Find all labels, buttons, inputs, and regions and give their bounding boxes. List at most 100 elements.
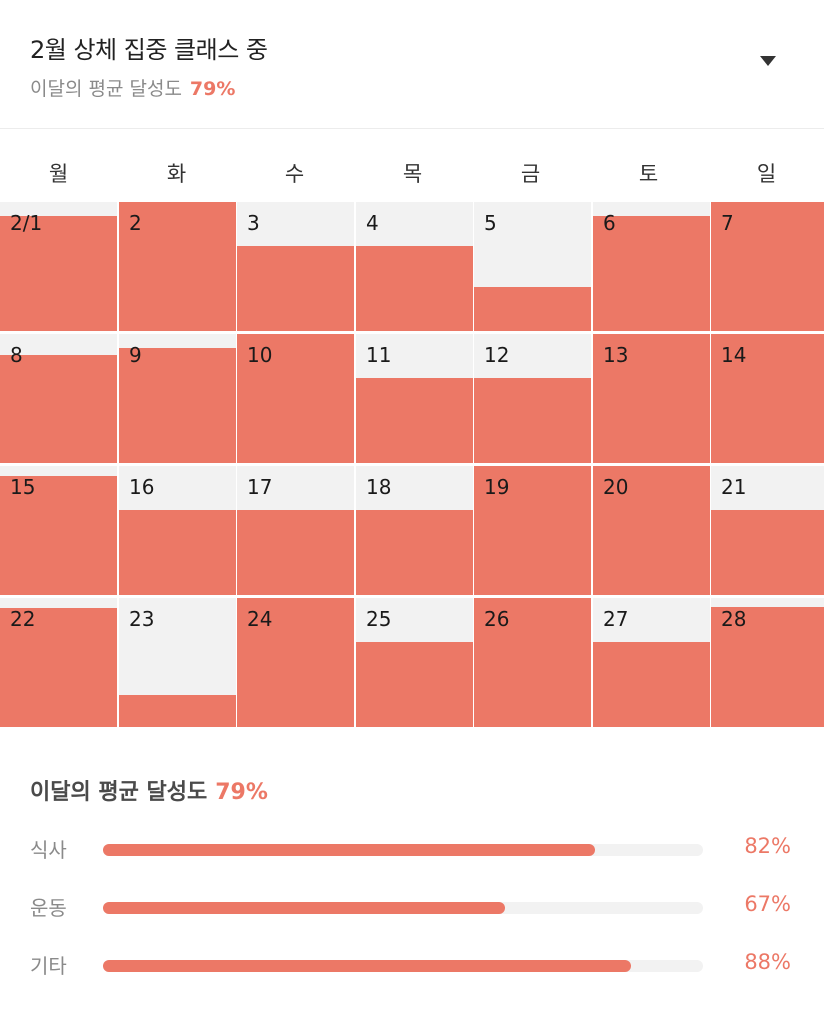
day-achievement-fill bbox=[593, 466, 710, 595]
calendar-day-cell[interactable]: 27 bbox=[593, 598, 710, 727]
calendar-day-cell[interactable]: 9 bbox=[119, 334, 236, 463]
weekday-wed: 수 bbox=[284, 162, 305, 186]
monthly-average-summary: 이달의 평균 달성도 79% bbox=[30, 74, 235, 101]
calendar-day-cell[interactable]: 7 bbox=[711, 202, 824, 331]
day-achievement-fill bbox=[237, 246, 354, 331]
day-achievement-fill bbox=[356, 246, 473, 331]
calendar-day-cell[interactable]: 2/1 bbox=[0, 202, 117, 331]
day-achievement-fill bbox=[593, 334, 710, 463]
progress-fill bbox=[103, 960, 631, 972]
progress-track bbox=[103, 960, 703, 972]
weekday-sun: 일 bbox=[756, 162, 777, 186]
calendar-day-number: 15 bbox=[10, 475, 36, 499]
calendar-day-cell[interactable]: 15 bbox=[0, 466, 117, 595]
day-achievement-fill bbox=[356, 378, 473, 463]
day-achievement-fill bbox=[474, 287, 591, 331]
weekday-mon: 월 bbox=[48, 162, 69, 186]
calendar-day-cell[interactable]: 8 bbox=[0, 334, 117, 463]
day-achievement-fill bbox=[593, 642, 710, 727]
day-achievement-fill bbox=[237, 510, 354, 595]
calendar-day-number: 7 bbox=[721, 211, 734, 235]
calendar-day-number: 27 bbox=[603, 607, 629, 631]
progress-label: 식사 bbox=[30, 838, 67, 862]
progress-label: 운동 bbox=[30, 896, 67, 920]
day-achievement-fill bbox=[593, 216, 710, 331]
progress-row-other: 기타 88% bbox=[0, 950, 824, 980]
progress-row-meal: 식사 82% bbox=[0, 834, 824, 864]
calendar-day-cell[interactable]: 28 bbox=[711, 598, 824, 727]
calendar-day-cell[interactable]: 5 bbox=[474, 202, 591, 331]
calendar-day-number: 14 bbox=[721, 343, 747, 367]
calendar-day-number: 13 bbox=[603, 343, 629, 367]
calendar-day-cell[interactable]: 26 bbox=[474, 598, 591, 727]
calendar-day-number: 24 bbox=[247, 607, 273, 631]
progress-fill bbox=[103, 902, 505, 914]
calendar-day-cell[interactable]: 12 bbox=[474, 334, 591, 463]
calendar-day-number: 23 bbox=[129, 607, 155, 631]
calendar-day-cell[interactable]: 3 bbox=[237, 202, 354, 331]
day-achievement-fill bbox=[711, 510, 824, 595]
day-achievement-fill bbox=[0, 608, 117, 727]
summary-title-label: 이달의 평균 달성도 bbox=[30, 780, 208, 805]
calendar-day-number: 10 bbox=[247, 343, 273, 367]
calendar-day-cell[interactable]: 18 bbox=[356, 466, 473, 595]
calendar-day-number: 2/1 bbox=[10, 211, 43, 235]
caret-down-icon[interactable] bbox=[752, 52, 784, 72]
day-achievement-fill bbox=[474, 466, 591, 595]
calendar-day-cell[interactable]: 2 bbox=[119, 202, 236, 331]
day-achievement-fill bbox=[119, 510, 236, 595]
calendar-grid: 2/1 2 3 4 5 6 7 8 9 10 11 12 13 14 15 16 17 18 19 20 21 22 23 2… bbox=[0, 202, 824, 728]
weekday-thu: 목 bbox=[402, 162, 423, 186]
calendar-day-number: 28 bbox=[721, 607, 747, 631]
day-achievement-fill bbox=[119, 348, 236, 463]
calendar-day-number: 22 bbox=[10, 607, 36, 631]
calendar-day-cell[interactable]: 22 bbox=[0, 598, 117, 727]
calendar-day-cell[interactable]: 20 bbox=[593, 466, 710, 595]
day-achievement-fill bbox=[0, 355, 117, 463]
progress-value: 82% bbox=[744, 834, 791, 858]
progress-track bbox=[103, 902, 703, 914]
weekday-fri: 금 bbox=[520, 162, 541, 186]
day-achievement-fill bbox=[711, 202, 824, 331]
calendar-day-cell[interactable]: 19 bbox=[474, 466, 591, 595]
calendar-day-number: 2 bbox=[129, 211, 142, 235]
day-achievement-fill bbox=[474, 598, 591, 727]
calendar-day-number: 20 bbox=[603, 475, 629, 499]
calendar-day-number: 9 bbox=[129, 343, 142, 367]
day-achievement-fill bbox=[711, 607, 824, 727]
calendar-day-number: 4 bbox=[366, 211, 379, 235]
progress-fill bbox=[103, 844, 595, 856]
calendar-day-cell[interactable]: 17 bbox=[237, 466, 354, 595]
calendar-day-cell[interactable]: 21 bbox=[711, 466, 824, 595]
calendar-day-cell[interactable]: 24 bbox=[237, 598, 354, 727]
calendar-day-cell[interactable]: 14 bbox=[711, 334, 824, 463]
day-achievement-fill bbox=[119, 695, 236, 727]
header: 2월 상체 집중 클래스 중 이달의 평균 달성도 79% bbox=[0, 0, 824, 129]
calendar-day-number: 18 bbox=[366, 475, 392, 499]
weekday-sat: 토 bbox=[638, 162, 659, 186]
calendar-day-cell[interactable]: 16 bbox=[119, 466, 236, 595]
calendar-day-cell[interactable]: 6 bbox=[593, 202, 710, 331]
progress-track bbox=[103, 844, 703, 856]
calendar-day-number: 26 bbox=[484, 607, 510, 631]
calendar-day-cell[interactable]: 10 bbox=[237, 334, 354, 463]
day-achievement-fill bbox=[0, 216, 117, 331]
summary-title-value: 79% bbox=[215, 780, 268, 805]
day-achievement-fill bbox=[356, 510, 473, 595]
page-title: 2월 상체 집중 클래스 중 bbox=[30, 36, 268, 64]
progress-row-exercise: 운동 67% bbox=[0, 892, 824, 922]
calendar-day-cell[interactable]: 25 bbox=[356, 598, 473, 727]
monthly-average-label: 이달의 평균 달성도 bbox=[30, 78, 182, 100]
monthly-average-value: 79% bbox=[189, 78, 236, 100]
calendar-day-number: 11 bbox=[366, 343, 392, 367]
calendar-day-cell[interactable]: 23 bbox=[119, 598, 236, 727]
calendar-day-cell[interactable]: 11 bbox=[356, 334, 473, 463]
calendar-day-cell[interactable]: 4 bbox=[356, 202, 473, 331]
weekday-tue: 화 bbox=[166, 162, 187, 186]
summary-title: 이달의 평균 달성도 79% bbox=[30, 774, 268, 806]
calendar-day-cell[interactable]: 13 bbox=[593, 334, 710, 463]
progress-value: 67% bbox=[744, 892, 791, 916]
calendar-day-number: 12 bbox=[484, 343, 510, 367]
day-achievement-fill bbox=[237, 598, 354, 727]
calendar-day-number: 3 bbox=[247, 211, 260, 235]
